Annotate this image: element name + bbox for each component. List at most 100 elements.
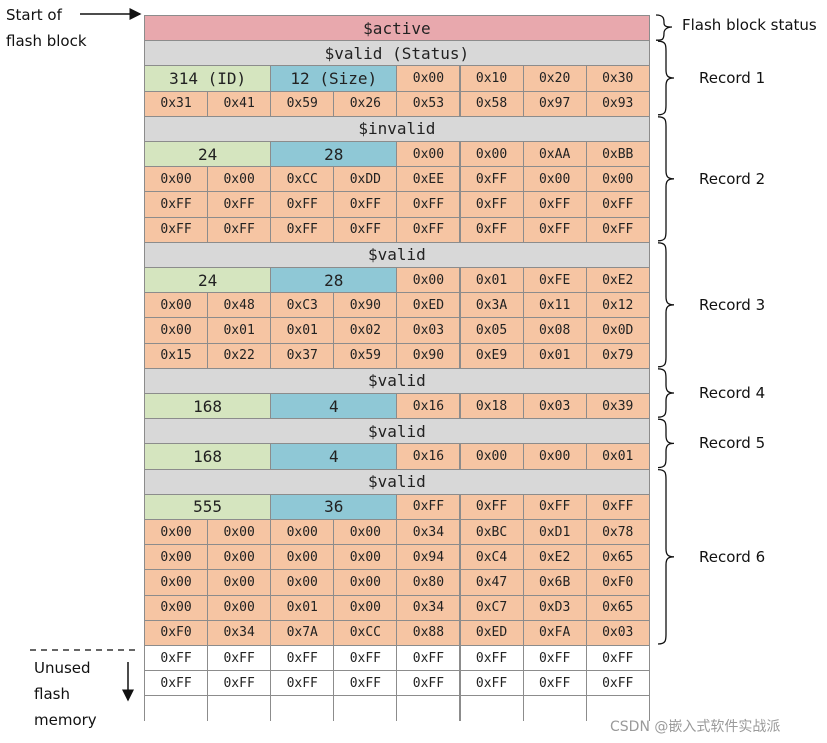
record-status-header: $invalid <box>144 115 650 142</box>
data-byte-cell: 0x00 <box>585 166 650 193</box>
data-byte-cell: 0x03 <box>396 317 461 344</box>
empty-cell <box>270 695 335 721</box>
data-byte-cell: 0x03 <box>585 619 650 646</box>
data-byte-cell: 0xC4 <box>459 544 524 571</box>
record-size-cell: 4 <box>270 443 398 470</box>
record-brace <box>657 468 675 645</box>
free-byte-cell: 0xFF <box>522 670 587 697</box>
data-byte-cell: 0x20 <box>522 65 587 92</box>
data-byte-cell: 0x3A <box>459 292 524 319</box>
data-byte-cell: 0x34 <box>396 519 461 546</box>
data-byte-cell: 0xFF <box>144 216 209 243</box>
flash-block-status-label: Flash block status <box>682 16 817 34</box>
data-byte-cell: 0x88 <box>396 619 461 646</box>
data-byte-cell: 0xFF <box>270 191 335 218</box>
data-byte-cell: 0x65 <box>585 544 650 571</box>
free-byte-cell: 0xFF <box>522 645 587 672</box>
record-brace <box>657 418 675 469</box>
free-byte-cell: 0xFF <box>396 645 461 672</box>
data-byte-cell: 0xD1 <box>522 519 587 546</box>
data-byte-cell: 0xCC <box>333 619 398 646</box>
record-size-cell: 4 <box>270 393 398 420</box>
data-byte-cell: 0x22 <box>207 342 272 369</box>
record-label: Record 5 <box>699 434 766 453</box>
data-byte-cell: 0x00 <box>144 544 209 571</box>
data-byte-cell: 0x26 <box>333 90 398 117</box>
record-label: Record 6 <box>699 547 766 566</box>
data-byte-cell: 0x37 <box>270 342 335 369</box>
data-byte-cell: 0x01 <box>270 594 335 621</box>
record-id-cell: 24 <box>144 141 272 168</box>
data-byte-cell: 0x00 <box>207 544 272 571</box>
data-byte-cell: 0xFF <box>522 493 587 520</box>
free-byte-cell: 0xFF <box>207 670 272 697</box>
data-byte-cell: 0x00 <box>333 544 398 571</box>
data-byte-cell: 0x11 <box>522 292 587 319</box>
data-byte-cell: 0x08 <box>522 317 587 344</box>
data-byte-cell: 0x6B <box>522 569 587 596</box>
data-byte-cell: 0xFF <box>333 191 398 218</box>
data-byte-cell: 0xFF <box>396 493 461 520</box>
data-byte-cell: 0x05 <box>459 317 524 344</box>
data-byte-cell: 0xE9 <box>459 342 524 369</box>
free-byte-cell: 0xFF <box>270 670 335 697</box>
record-brace <box>657 242 675 368</box>
data-byte-cell: 0x53 <box>396 90 461 117</box>
data-byte-cell: 0x00 <box>333 594 398 621</box>
data-byte-cell: 0x10 <box>459 65 524 92</box>
data-byte-cell: 0x65 <box>585 594 650 621</box>
record-id-cell: 24 <box>144 267 272 294</box>
data-byte-cell: 0xFF <box>207 216 272 243</box>
data-byte-cell: 0x12 <box>585 292 650 319</box>
watermark: CSDN @嵌入式软件实战派 <box>610 719 781 735</box>
record-label: Record 1 <box>699 69 766 87</box>
data-byte-cell: 0x15 <box>144 342 209 369</box>
data-byte-cell: 0x00 <box>270 544 335 571</box>
record-brace <box>657 368 675 418</box>
data-byte-cell: 0xFF <box>459 216 524 243</box>
data-byte-cell: 0xEE <box>396 166 461 193</box>
record-id-cell: 168 <box>144 443 272 470</box>
unused-flash-memory-label: Unused flash memory <box>34 659 97 729</box>
data-byte-cell: 0x00 <box>207 569 272 596</box>
data-byte-cell: 0x79 <box>585 342 650 369</box>
record-label: Record 3 <box>699 295 766 314</box>
data-byte-cell: 0xE2 <box>585 267 650 294</box>
flash-block-status-brace <box>655 14 673 41</box>
record-brace <box>657 116 675 242</box>
record-status-header: $valid <box>144 418 650 445</box>
data-byte-cell: 0x58 <box>459 90 524 117</box>
free-byte-cell: 0xFF <box>270 645 335 672</box>
free-byte-cell: 0xFF <box>585 645 650 672</box>
data-byte-cell: 0x00 <box>522 443 587 470</box>
data-byte-cell: 0x39 <box>585 393 650 420</box>
free-byte-cell: 0xFF <box>459 645 524 672</box>
data-byte-cell: 0x18 <box>459 393 524 420</box>
empty-cell <box>396 695 461 721</box>
record-label: Record 2 <box>699 169 766 188</box>
data-byte-cell: 0x41 <box>207 90 272 117</box>
empty-cell <box>522 695 587 721</box>
data-byte-cell: 0x47 <box>459 569 524 596</box>
data-byte-cell: 0x00 <box>270 519 335 546</box>
data-byte-cell: 0xF0 <box>144 619 209 646</box>
record-id-cell: 314 (ID) <box>144 65 272 92</box>
block-status-header: $active <box>144 15 650 42</box>
data-byte-cell: 0x01 <box>459 267 524 294</box>
data-byte-cell: 0xC3 <box>270 292 335 319</box>
data-byte-cell: 0x00 <box>144 292 209 319</box>
data-byte-cell: 0xED <box>396 292 461 319</box>
data-byte-cell: 0xAA <box>522 141 587 168</box>
record-label: Record 4 <box>699 384 766 402</box>
data-byte-cell: 0x7A <box>270 619 335 646</box>
free-byte-cell: 0xFF <box>333 670 398 697</box>
data-byte-cell: 0xFF <box>396 216 461 243</box>
data-byte-cell: 0x59 <box>333 342 398 369</box>
empty-cell <box>333 695 398 721</box>
data-byte-cell: 0xFF <box>459 166 524 193</box>
start-of-flash-block-label: Start of flash block <box>6 6 87 50</box>
data-byte-cell: 0x48 <box>207 292 272 319</box>
empty-cell <box>585 695 650 721</box>
record-brace <box>657 40 675 116</box>
